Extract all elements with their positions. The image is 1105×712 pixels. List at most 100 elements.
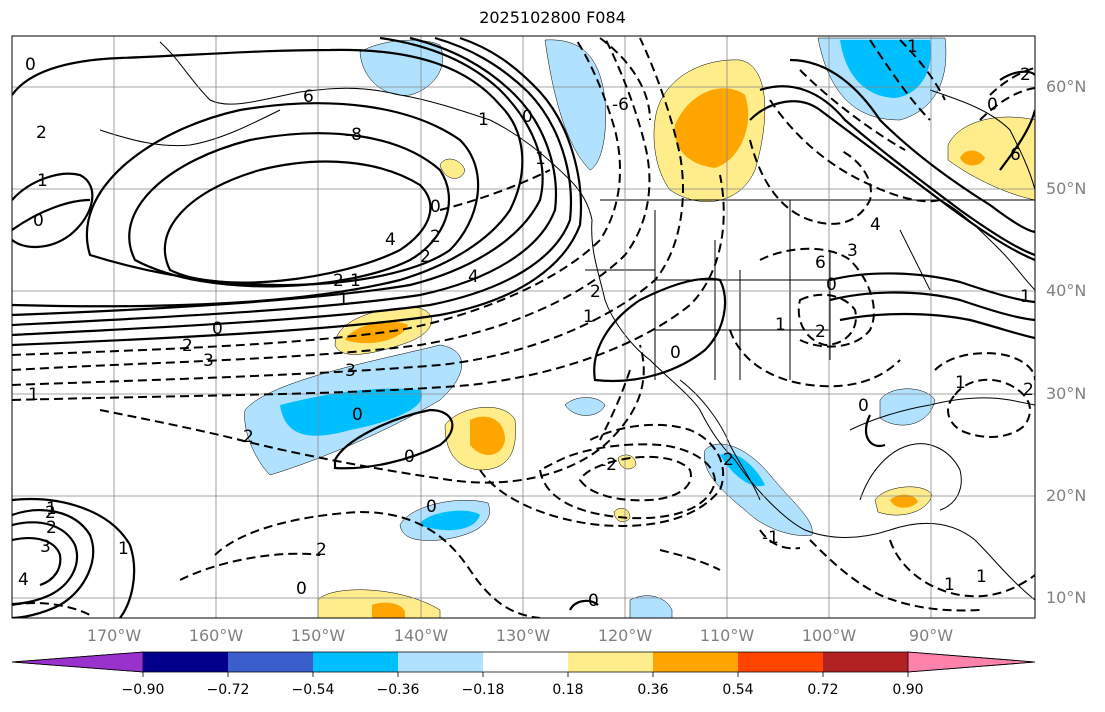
contour-label: 1 — [535, 149, 546, 169]
contour-label: 2 — [333, 271, 344, 291]
contour-label: 2 — [420, 247, 431, 267]
contour-label: 6 — [303, 87, 314, 107]
lat-label-40n: 40°N — [1046, 281, 1087, 300]
map-title: 2025102800 F084 — [479, 8, 626, 27]
contour-label: 2 — [590, 282, 601, 302]
colorbar-swatch-9 — [823, 652, 908, 672]
colorbar-swatch-1 — [143, 652, 228, 672]
lat-label-20n: 20°N — [1046, 486, 1087, 505]
contour-label: 3 — [203, 351, 214, 371]
contour-label: 4 — [468, 267, 479, 287]
colorbar-tick-label: 0.72 — [807, 682, 839, 698]
contour-label: 2 — [1023, 380, 1034, 400]
coastlines — [99, 41, 1035, 601]
contour-label: 1 — [478, 110, 489, 130]
contour-label: 1 — [944, 575, 955, 595]
lon-label-110w: 110°W — [699, 626, 755, 645]
contour-label: -6 — [612, 95, 629, 115]
colorbar-swatch-2 — [228, 652, 313, 672]
contour-label: 1 — [1020, 287, 1031, 307]
contour-label: 2 — [182, 336, 193, 356]
contour-label: 1 — [46, 499, 57, 519]
lat-label-50n: 50°N — [1046, 179, 1087, 198]
colorbar-tick-label: 0.90 — [892, 682, 924, 698]
contour-label: 2 — [45, 503, 56, 523]
contour-label: 0 — [212, 319, 223, 339]
contour-label: 2 — [243, 427, 254, 447]
shaded-field — [244, 37, 1035, 618]
contour-label: 2 — [316, 540, 327, 560]
contour-label: 2 — [723, 450, 734, 470]
contour-label: 1 — [28, 385, 39, 405]
contour-label: 4 — [385, 230, 396, 250]
contour-label: 1 — [976, 567, 987, 587]
contour-label: 3 — [847, 241, 858, 261]
colorbar-swatch-0 — [11, 651, 144, 673]
contour-label: 2 — [36, 123, 47, 143]
contour-label: 0 — [430, 197, 441, 217]
colorbar-tick-label: −0.54 — [291, 682, 335, 698]
contour-label: 1 — [37, 171, 48, 191]
contour-label: 0 — [33, 211, 44, 231]
contour-label: 1 — [350, 271, 361, 291]
contour-label: 1 — [955, 373, 966, 393]
colorbar-swatch-8 — [738, 652, 823, 672]
contour-label: 0 — [296, 579, 307, 599]
contour-label: 2 — [815, 322, 826, 342]
contour-label: 1 — [583, 307, 594, 327]
contour-label: 6 — [815, 253, 826, 273]
contour-label: 3 — [40, 537, 51, 557]
colorbar-tick-label: 0.54 — [722, 682, 754, 698]
lon-label-170w: 170°W — [86, 626, 142, 645]
contour-label: 0 — [670, 343, 681, 363]
contour-label: -8 — [345, 125, 362, 145]
dashed-contours — [12, 37, 1035, 618]
colorbar-tick-label: 0.36 — [637, 682, 669, 698]
contour-label: 1 — [338, 290, 349, 310]
contour-label: -2 — [600, 455, 617, 475]
contour-label: 1 — [907, 37, 918, 57]
map-frame — [11, 35, 1036, 619]
contour-label: 1 — [775, 315, 786, 335]
contour-label: 6 — [1010, 145, 1021, 165]
colorbar-tick-label: −0.90 — [121, 682, 165, 698]
lon-label-140w: 140°W — [393, 626, 449, 645]
lon-label-120w: 120°W — [597, 626, 653, 645]
contour-label: 2 — [46, 518, 57, 538]
colorbar-swatch-7 — [653, 652, 738, 672]
contour-label: 2 — [1020, 65, 1031, 85]
contour-label: 0 — [426, 497, 437, 517]
lon-label-150w: 150°W — [290, 626, 346, 645]
contour-label: 0 — [522, 107, 533, 127]
colorbar-swatch-3 — [313, 652, 398, 672]
contour-label: 2 — [430, 227, 441, 247]
contour-label: 4 — [870, 215, 881, 235]
lat-label-30n: 30°N — [1046, 384, 1087, 403]
lat-label-10n: 10°N — [1046, 588, 1087, 607]
colorbar-tick-label: 0.18 — [552, 682, 584, 698]
lon-label-130w: 130°W — [495, 626, 551, 645]
contour-label: 0 — [858, 396, 869, 416]
colorbar-swatch-6 — [568, 652, 653, 672]
colorbar-swatch-4 — [398, 652, 483, 672]
lon-label-160w: 160°W — [188, 626, 244, 645]
contour-label: 0 — [404, 447, 415, 467]
lon-label-100w: 100°W — [801, 626, 857, 645]
contour-label: 3 — [345, 361, 356, 381]
contour-label: 0 — [25, 55, 36, 75]
colorbar-tick-label: −0.36 — [376, 682, 420, 698]
contour-label: 0 — [826, 275, 837, 295]
contour-label: 0 — [987, 95, 998, 115]
colorbar-swatch-10 — [907, 651, 1036, 673]
colorbar-tick-label: −0.18 — [461, 682, 505, 698]
contour-label: 1 — [118, 539, 129, 559]
contour-labels: 0 2 1 0 2 1 2 3 1 4 -6 -8 4 2 2 1 1 0 2 … — [18, 37, 1034, 611]
contour-label: 0 — [588, 591, 599, 611]
lon-label-90w: 90°W — [908, 626, 954, 645]
colorbar — [11, 651, 1036, 677]
contour-label: -1 — [762, 528, 779, 548]
colorbar-swatch-5 — [483, 652, 568, 672]
lat-label-60n: 60°N — [1046, 77, 1087, 96]
contour-label: 0 — [352, 405, 363, 425]
